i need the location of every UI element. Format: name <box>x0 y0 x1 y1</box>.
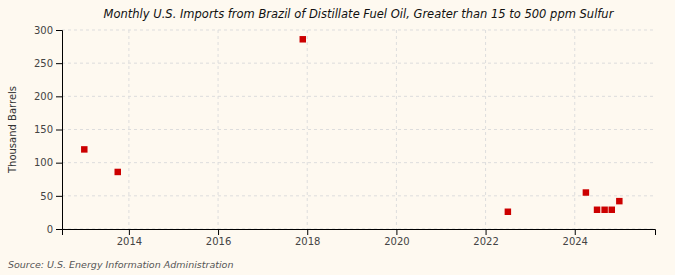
y-tick: 200 <box>34 91 62 102</box>
y-tick-label: 50 <box>40 191 53 202</box>
x-grid-line <box>396 30 397 229</box>
point <box>583 189 589 195</box>
x-tick: 2022 <box>473 229 498 247</box>
y-tick-label: 150 <box>34 124 53 135</box>
x-grid-line <box>128 30 129 229</box>
x-axis: 2014 2016 2018 2020 2022 2024 <box>63 229 656 247</box>
y-tick: 0 <box>47 224 62 235</box>
x-tick-label: 2020 <box>384 236 409 247</box>
point <box>601 207 607 213</box>
x-grid-line <box>485 30 486 229</box>
x-tick-mark <box>575 229 576 235</box>
x-tick-mark <box>396 229 397 235</box>
point <box>616 198 622 204</box>
x-grid-line <box>574 30 575 229</box>
title: Monthly U.S. Imports from Brazil of Dist… <box>104 7 615 21</box>
x-tick: 2014 <box>117 229 142 247</box>
x-tick-label: 2018 <box>295 236 320 247</box>
x-grid-line <box>307 30 308 229</box>
y-tick-label: 100 <box>34 157 53 168</box>
y-tick-label: 200 <box>34 91 53 102</box>
y-axis: 0 50 100 150 200 250 300 <box>34 25 63 235</box>
y-tick: 150 <box>34 124 62 135</box>
x-tick-label: 2014 <box>117 236 142 247</box>
y-axis-line <box>56 31 63 230</box>
point <box>114 169 120 175</box>
y-tick-mark <box>56 30 62 31</box>
x-grid-line <box>218 30 219 229</box>
x-tick-label: 2024 <box>563 236 588 247</box>
y-tick-label: 250 <box>34 58 53 69</box>
point <box>609 207 615 213</box>
y-tick: 100 <box>34 157 62 168</box>
y-grid-line <box>62 162 655 163</box>
y-grid-line <box>62 195 655 196</box>
plot-area: 2014 2016 2018 2020 2022 2024 0 50 100 150 200 250 3… <box>34 25 656 247</box>
grid <box>62 30 655 229</box>
y-grid-line <box>62 63 655 64</box>
y-tick-mark <box>56 229 62 230</box>
x-tick-label: 2016 <box>206 236 231 247</box>
chart-container: 2014 2016 2018 2020 2022 2024 0 50 100 150 200 250 3… <box>0 0 675 275</box>
x-tick: 2020 <box>384 229 409 247</box>
points <box>81 36 623 215</box>
y-grid-line <box>62 30 655 31</box>
x-tick-mark <box>218 229 219 235</box>
point <box>505 209 511 215</box>
point <box>594 207 600 213</box>
y-tick-label: 300 <box>34 25 53 36</box>
y-tick-mark <box>56 96 62 97</box>
x-tick: 2024 <box>563 229 588 247</box>
x-tick-mark <box>129 229 130 235</box>
x-tick-mark <box>307 229 308 235</box>
y-axis-label: Thousand Barrels <box>7 86 18 174</box>
point <box>81 146 87 152</box>
y-tick-mark <box>56 130 62 131</box>
x-tick-label: 2022 <box>473 236 498 247</box>
source-annotation: Source: U.S. Energy Information Administ… <box>8 259 233 270</box>
x-tick: 2018 <box>295 229 320 247</box>
x-tick-mark <box>486 229 487 235</box>
x-axis-line <box>63 230 656 236</box>
chart-svg: 2014 2016 2018 2020 2022 2024 0 50 100 150 200 250 3… <box>0 0 675 275</box>
y-tick-label: 0 <box>47 224 53 235</box>
y-tick: 300 <box>34 25 62 36</box>
y-tick-mark <box>56 63 62 64</box>
y-grid-line <box>62 129 655 130</box>
y-tick: 250 <box>34 58 62 69</box>
point <box>300 36 306 42</box>
x-tick: 2016 <box>206 229 231 247</box>
y-tick-mark <box>56 196 62 197</box>
y-tick-mark <box>56 163 62 164</box>
y-grid-line <box>62 96 655 97</box>
y-tick: 50 <box>40 191 62 202</box>
